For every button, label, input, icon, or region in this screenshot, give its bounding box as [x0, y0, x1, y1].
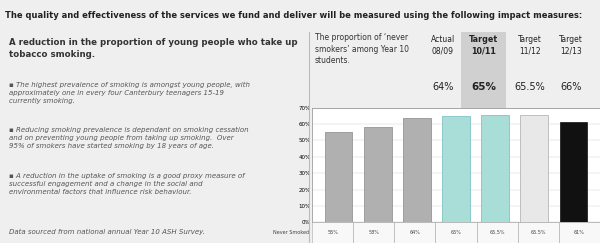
Bar [364, 127, 392, 222]
Bar [312, 222, 353, 243]
Text: Never Smoked: Never Smoked [273, 230, 309, 235]
Text: Actual
08/09: Actual 08/09 [431, 35, 455, 55]
Bar [436, 222, 476, 243]
Text: Data sourced from national annual Year 10 ASH Survey.: Data sourced from national annual Year 1… [9, 228, 205, 234]
Text: 66%: 66% [560, 82, 581, 93]
Text: 65.5%: 65.5% [490, 230, 505, 235]
Bar [461, 32, 506, 108]
Bar [353, 222, 394, 243]
Text: 61%: 61% [574, 230, 585, 235]
Text: The proportion of ‘never
smokers’ among Year 10
students.: The proportion of ‘never smokers’ among … [315, 33, 409, 65]
Text: 64%: 64% [432, 82, 454, 93]
Bar [560, 122, 587, 222]
Bar [476, 222, 518, 243]
Text: ▪ A reduction in the uptake of smoking is a good proxy measure of
successful eng: ▪ A reduction in the uptake of smoking i… [9, 173, 245, 195]
Bar [394, 222, 436, 243]
Bar [481, 115, 509, 222]
Bar [442, 116, 470, 222]
Text: 64%: 64% [409, 230, 420, 235]
Text: 65%: 65% [451, 230, 461, 235]
Bar [520, 115, 548, 222]
Bar [325, 132, 352, 222]
Text: ▪ Reducing smoking prevalence is dependant on smoking cessation
and on preventin: ▪ Reducing smoking prevalence is dependa… [9, 127, 249, 149]
Bar [403, 118, 431, 222]
Text: 58%: 58% [368, 230, 379, 235]
Text: Target
12/13: Target 12/13 [559, 35, 583, 55]
Text: ▪ The highest prevalence of smoking is amongst young people, with
approximately : ▪ The highest prevalence of smoking is a… [9, 82, 250, 104]
Text: Target
11/12: Target 11/12 [518, 35, 542, 55]
Text: Target
10/11: Target 10/11 [469, 35, 498, 55]
Bar [559, 222, 600, 243]
Text: 65.5%: 65.5% [515, 82, 545, 93]
Text: 65%: 65% [471, 82, 496, 93]
Bar [518, 222, 559, 243]
Text: 65.5%: 65.5% [530, 230, 546, 235]
Text: The quality and effectiveness of the services we fund and deliver will be measur: The quality and effectiveness of the ser… [5, 11, 582, 20]
Text: 55%: 55% [327, 230, 338, 235]
Text: A reduction in the proportion of young people who take up
tobacco smoking.: A reduction in the proportion of young p… [9, 38, 298, 59]
